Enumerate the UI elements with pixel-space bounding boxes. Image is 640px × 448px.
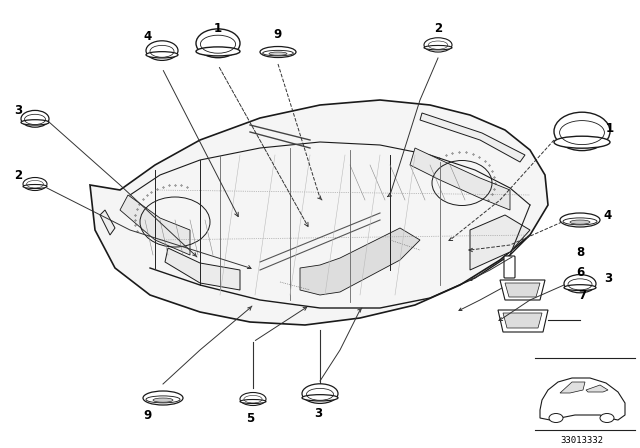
Ellipse shape	[196, 47, 240, 56]
Text: 2: 2	[434, 22, 442, 34]
Ellipse shape	[564, 284, 596, 290]
Polygon shape	[586, 385, 608, 392]
Ellipse shape	[240, 400, 266, 404]
Text: 1: 1	[214, 22, 222, 34]
Ellipse shape	[146, 41, 178, 60]
Text: 2: 2	[14, 168, 22, 181]
Ellipse shape	[424, 45, 452, 50]
Ellipse shape	[146, 52, 178, 58]
Ellipse shape	[302, 395, 338, 401]
Ellipse shape	[262, 50, 293, 56]
Ellipse shape	[143, 391, 183, 405]
Text: 3: 3	[314, 406, 322, 419]
Polygon shape	[500, 280, 545, 300]
Ellipse shape	[23, 185, 47, 189]
Ellipse shape	[600, 414, 614, 422]
Text: 4: 4	[144, 30, 152, 43]
Ellipse shape	[549, 414, 563, 422]
Ellipse shape	[153, 398, 173, 402]
Text: 1: 1	[606, 121, 614, 134]
Text: 9: 9	[274, 27, 282, 40]
Polygon shape	[120, 195, 190, 255]
Polygon shape	[503, 313, 542, 328]
Polygon shape	[300, 228, 420, 295]
Text: 9: 9	[144, 409, 152, 422]
FancyBboxPatch shape	[504, 256, 515, 278]
Ellipse shape	[564, 275, 596, 293]
Ellipse shape	[269, 52, 287, 55]
Ellipse shape	[23, 177, 47, 190]
Polygon shape	[90, 100, 548, 325]
Text: 33013332: 33013332	[561, 435, 604, 444]
Polygon shape	[100, 210, 115, 235]
Text: 5: 5	[246, 412, 254, 425]
Ellipse shape	[570, 220, 590, 224]
Polygon shape	[470, 215, 530, 270]
Text: 3: 3	[14, 103, 22, 116]
Text: 8: 8	[576, 246, 584, 258]
Text: 4: 4	[604, 208, 612, 221]
Ellipse shape	[240, 392, 266, 405]
Text: 3: 3	[604, 271, 612, 284]
Ellipse shape	[260, 47, 296, 57]
Polygon shape	[165, 248, 240, 290]
Ellipse shape	[146, 396, 180, 403]
Ellipse shape	[560, 213, 600, 227]
Ellipse shape	[302, 384, 338, 403]
Polygon shape	[420, 113, 525, 162]
Ellipse shape	[21, 120, 49, 125]
Text: 7: 7	[578, 289, 586, 302]
Ellipse shape	[554, 112, 610, 151]
Text: 6: 6	[576, 266, 584, 279]
Polygon shape	[505, 283, 540, 297]
Ellipse shape	[554, 136, 610, 148]
Ellipse shape	[424, 38, 452, 52]
Polygon shape	[560, 382, 585, 393]
Ellipse shape	[563, 218, 597, 225]
Polygon shape	[540, 378, 625, 420]
Ellipse shape	[196, 29, 240, 58]
Polygon shape	[410, 148, 510, 210]
Ellipse shape	[21, 110, 49, 127]
Polygon shape	[498, 310, 548, 332]
